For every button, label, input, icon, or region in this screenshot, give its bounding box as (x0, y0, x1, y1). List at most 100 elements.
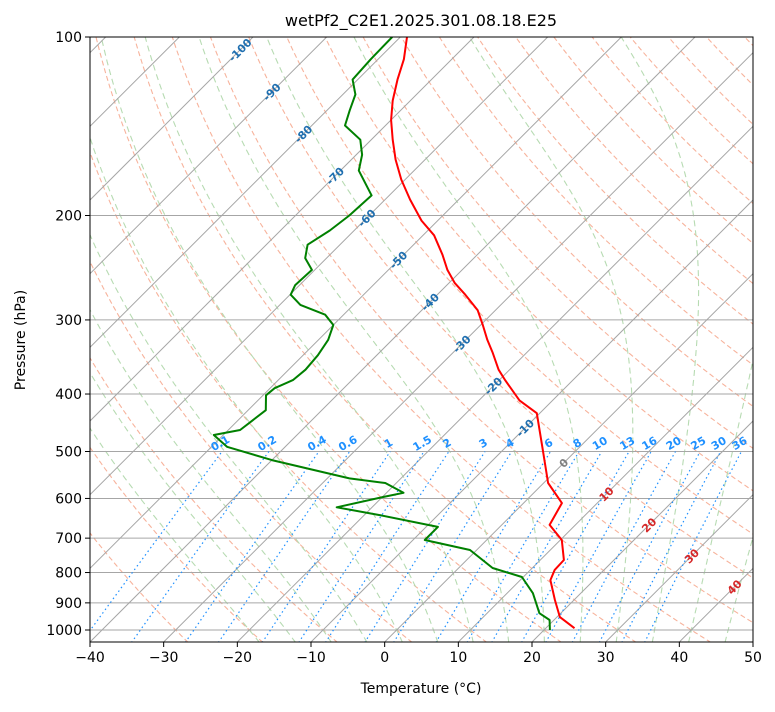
mixing-ratio-label: 20 (664, 434, 684, 453)
dry-adiabat-line (90, 446, 264, 642)
x-tick-label: 30 (597, 650, 615, 666)
mixing-ratio-label: 6 (542, 436, 555, 451)
chart-title: wetPf2_C2E1.2025.301.08.18.E25 (285, 11, 557, 31)
dry-adiabat-line (171, 37, 712, 642)
mixing-ratio-label: 0.1 (209, 433, 232, 454)
mixing-ratio-line (364, 451, 486, 642)
moist-adiabat-line (724, 534, 753, 642)
mixing-ratio-line (393, 451, 513, 642)
moist-adiabat-line (90, 308, 332, 642)
y-tick-label: 500 (55, 444, 82, 460)
dry-adiabat-line (400, 37, 753, 408)
moist-adiabat-line (90, 135, 403, 642)
isotherm-line (236, 125, 753, 642)
dry-adiabat-line (476, 37, 753, 325)
mixing-ratio-line (435, 451, 552, 642)
moist-adiabat-line (468, 37, 634, 642)
x-tick-label: 40 (670, 650, 688, 666)
mixing-ratio-label: 10 (590, 434, 610, 453)
moist-adiabat-line (90, 233, 368, 642)
y-tick-label: 800 (55, 566, 82, 582)
y-axis-label: Pressure (hPa) (13, 290, 29, 390)
moist-adiabat-line (620, 37, 700, 642)
dry-adiabat-line (515, 37, 753, 285)
moist-adiabat-line (266, 37, 545, 642)
y-tick-label: 300 (55, 313, 82, 329)
isotherm-line (90, 37, 475, 422)
dry-adiabat-line (438, 37, 753, 366)
y-tick-label: 900 (55, 596, 82, 612)
dry-adiabat-line (133, 37, 637, 642)
profiles (212, 37, 576, 631)
mixing-ratio-line (184, 451, 320, 642)
mixing-ratio-label: 3 (477, 436, 490, 451)
isotherm-label: 0 (557, 456, 572, 471)
isotherm-line (531, 420, 753, 642)
y-tick-label: 1000 (46, 623, 82, 639)
x-tick-label: −10 (296, 650, 326, 666)
y-tick-label: 100 (55, 30, 82, 46)
dry-adiabat-line (90, 532, 189, 642)
x-tick-label: 20 (523, 650, 541, 666)
mixing-ratio-line (325, 451, 450, 642)
mixing-ratio-line (571, 451, 677, 642)
dry-adiabat-line (591, 37, 753, 205)
y-tick-label: 600 (55, 491, 82, 507)
dry-adiabat-line (705, 37, 753, 86)
mixing-ratio-line (545, 451, 652, 642)
x-axis-label: Temperature (°C) (360, 681, 482, 697)
mixing-ratio-label: 30 (709, 434, 729, 453)
axes-ticks: −40 −30 −20 −10 0 10 20 30 40 5010020030040050060… (46, 30, 762, 666)
background-lines (90, 24, 775, 643)
x-tick-label: −40 (75, 650, 105, 666)
moist-adiabat-line (90, 371, 296, 642)
y-tick-label: 400 (55, 387, 82, 403)
dry-adiabat-line (743, 37, 753, 47)
dry-adiabat-line (248, 37, 753, 579)
isotherm-line (90, 37, 622, 570)
mixing-ratio-label: 0.6 (336, 433, 360, 454)
mixing-ratio-label: 0.2 (255, 433, 278, 454)
isotherm-line (90, 37, 696, 642)
moist-adiabat-line (688, 357, 753, 642)
isotherm-line (90, 37, 549, 496)
isotherm-label: -100 (226, 36, 255, 65)
mixing-ratio-line (621, 451, 722, 642)
mixing-ratio-line (466, 451, 580, 642)
dry-adiabat-line (286, 37, 753, 535)
mixing-ratio-line (598, 451, 701, 642)
moist-adiabat-line (144, 37, 474, 642)
dry-adiabat-line (324, 37, 753, 492)
mixing-ratio-label: 36 (730, 434, 750, 453)
x-tick-label: −30 (149, 650, 179, 666)
x-tick-label: 10 (449, 650, 467, 666)
dry-adiabat-line (667, 37, 753, 126)
mixing-ratio-line (90, 451, 223, 632)
isotherm-line (604, 493, 753, 642)
temperature-line (390, 37, 576, 629)
isotherm-line (310, 199, 753, 642)
isotherm-line (383, 272, 753, 642)
mixing-ratio-label: 1.5 (411, 433, 434, 454)
dewpoint-line (212, 37, 551, 631)
y-tick-label: 200 (55, 209, 82, 225)
dry-adiabat-line (90, 260, 413, 642)
mixing-ratio-label: 13 (617, 434, 637, 453)
mixing-ratio-label: 25 (689, 434, 709, 453)
isotherm-line (752, 641, 753, 642)
moist-adiabat-line (198, 37, 510, 642)
isotherm-line (90, 37, 328, 275)
x-tick-label: −20 (223, 650, 253, 666)
dry-adiabat-line (770, 24, 775, 643)
y-tick-label: 700 (55, 531, 82, 547)
mixing-ratio-line (218, 451, 351, 642)
isotherm-line (162, 51, 753, 642)
moist-adiabat-line (100, 37, 439, 642)
isotherm-line (457, 346, 753, 642)
isotherm-line (90, 37, 254, 201)
isotherm-line (90, 37, 401, 349)
plot-frame (89, 36, 754, 643)
moist-adiabat-line (90, 427, 260, 642)
x-tick-label: 0 (380, 650, 389, 666)
